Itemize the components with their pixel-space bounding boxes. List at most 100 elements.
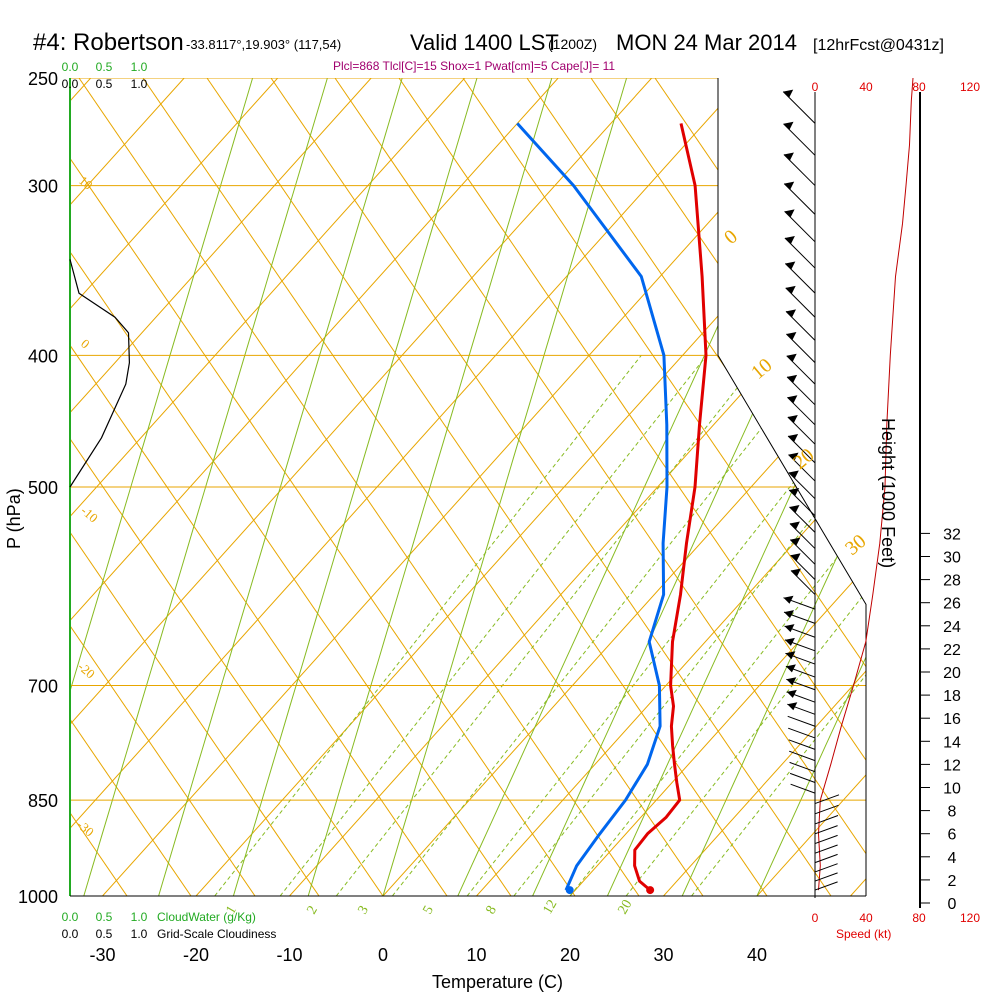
chart-title-utc: (1200Z): [548, 36, 597, 52]
speed-axis-label: Speed (kt): [836, 927, 891, 941]
cloud-water-tick-bottom: 0.0: [62, 910, 79, 924]
axis-ticks: -30 -20 -10 0 10 20 30 401000850700500400300250…: [18, 60, 767, 965]
height-tick-label: 22: [943, 642, 961, 659]
wind-barb-shaft: [788, 727, 816, 739]
wind-barb-shaft: [789, 750, 816, 762]
wind-barb-shaft: [787, 435, 816, 464]
height-tick-label: 8: [948, 804, 957, 821]
speed-tick-bottom: 40: [859, 911, 873, 925]
dry-adiabat-line: [70, 78, 256, 896]
wind-barb-flag: [787, 415, 798, 423]
speed-tick-top: 0: [812, 80, 819, 94]
mixing-ratio-line: [335, 355, 764, 896]
moist-adiabat-line: [681, 78, 866, 896]
height-tick-label: 28: [943, 573, 961, 590]
speed-tick-top: 40: [859, 80, 873, 94]
chart-title-valid: Valid 1400 LST: [410, 30, 559, 55]
mixing-ratio-line: [466, 355, 866, 896]
mixing-ratio-label: 12: [540, 897, 560, 917]
dry-adiabat-line: [590, 78, 866, 896]
height-tick-label: 2: [948, 873, 957, 890]
wind-barb-shaft: [786, 333, 816, 364]
x-tick-label: 40: [747, 945, 767, 965]
wind-barb-flag: [786, 332, 797, 340]
height-tick-label: 18: [943, 688, 961, 705]
x-tick-label: -20: [183, 945, 209, 965]
x-tick-label: -10: [276, 945, 302, 965]
isotherm-label: 0: [78, 336, 93, 352]
wind-barb-shaft: [814, 853, 838, 864]
moist-adiabat-line: [83, 78, 328, 896]
wind-barb-shaft: [790, 554, 816, 580]
mixing-ratio-label: 20: [615, 897, 635, 917]
moist-adiabat-line: [606, 78, 866, 896]
cloud-water-tick-bottom: 0.5: [96, 910, 113, 924]
cloudiness-tick-bottom: 0.0: [62, 927, 79, 941]
wind-barb-flag: [789, 521, 800, 530]
moist-adiabat-line: [232, 78, 478, 896]
wind-barb-flag: [787, 395, 798, 404]
cloudiness-tick-bottom: 1.0: [131, 927, 148, 941]
wind-barb-shaft: [783, 123, 816, 156]
wind-barb-flag: [785, 261, 796, 270]
isotherm-label: 0: [720, 226, 742, 249]
wind-barb-shaft: [814, 834, 838, 845]
chart-title-station: #4: Robertson: [33, 29, 184, 56]
dewpoint-line: [516, 122, 669, 891]
isotherm-label: 10: [76, 173, 96, 193]
wind-barb-shaft: [788, 739, 816, 750]
wind-barb-shaft: [786, 376, 816, 406]
isotherm-label: 30: [841, 530, 870, 560]
wind-barb-flag: [785, 664, 796, 673]
height-tick-label: 10: [943, 781, 961, 798]
wind-barb-shaft: [790, 783, 816, 794]
x-axis-label: Temperature (C): [432, 972, 563, 992]
wind-barb-flag: [786, 677, 797, 686]
wind-barb-flag: [786, 353, 797, 362]
mixing-ratio-label: 2: [304, 903, 320, 917]
dry-adiabat-line: [846, 78, 866, 896]
wind-barb-flag: [785, 285, 796, 294]
wind-barb-flag: [784, 610, 794, 619]
pressure-tick-label: 500: [28, 478, 58, 498]
height-tick-label: 26: [943, 596, 961, 613]
cloudiness-profile: [69, 259, 131, 488]
wind-barb-flag: [788, 470, 799, 479]
wind-barb-flag: [784, 181, 795, 190]
mixing-ratio-line: [569, 355, 866, 896]
stability-indices: Plcl=868 Tlcl[C]=15 Shox=1 Pwat[cm]=5 Ca…: [333, 59, 615, 73]
mixing-ratio-line: [691, 355, 866, 896]
wind-barbs: [782, 89, 840, 891]
isotherm-line: [569, 78, 866, 896]
pressure-tick-label: 850: [28, 791, 58, 811]
dry-adiabat-line: [70, 78, 320, 896]
wind-barb-shaft: [814, 825, 838, 835]
pressure-tick-label: 1000: [18, 887, 58, 907]
moist-adiabat-line: [307, 78, 553, 896]
height-tick-label: 32: [943, 526, 961, 543]
dewpoint-profile: [516, 122, 669, 891]
wind-barb-flag: [787, 374, 798, 383]
speed-tick-bottom: 120: [960, 911, 980, 925]
wind-barb-flag: [788, 452, 799, 461]
height-tick-label: 4: [948, 850, 957, 867]
height-tick-label: 14: [943, 734, 961, 751]
wind-barb-flag: [788, 434, 799, 442]
cloud-water-label: CloudWater (g/Kg): [157, 910, 256, 924]
wind-barb-flag: [789, 488, 800, 496]
wind-barb-shaft: [785, 287, 816, 318]
right-boundary-line: [717, 78, 867, 896]
mixing-ratio-line: [279, 355, 708, 896]
isotherm-line: [70, 78, 279, 896]
x-tick-label: 0: [378, 945, 388, 965]
pressure-tick-label: 300: [28, 177, 58, 197]
temperature-line: [633, 123, 708, 892]
x-tick-label: 20: [560, 945, 580, 965]
chart-title-forecast: [12hrFcst@0431z]: [813, 37, 944, 54]
cloudiness-curve: [69, 259, 131, 488]
cloud-water-tick-top: 1.0: [131, 60, 148, 74]
cloud-water-tick-top: 0.0: [62, 60, 79, 74]
